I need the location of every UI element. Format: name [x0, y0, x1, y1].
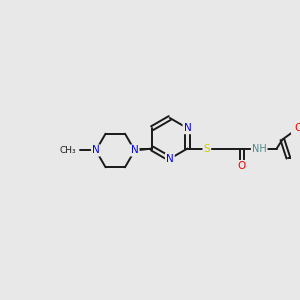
Text: O: O: [238, 161, 246, 171]
Text: N: N: [166, 154, 174, 164]
Text: NH: NH: [252, 143, 267, 154]
Text: O: O: [294, 123, 300, 133]
Text: S: S: [203, 143, 210, 154]
Text: N: N: [131, 146, 139, 155]
Text: N: N: [92, 146, 100, 155]
Text: CH₃: CH₃: [60, 146, 76, 155]
Text: N: N: [184, 123, 191, 133]
